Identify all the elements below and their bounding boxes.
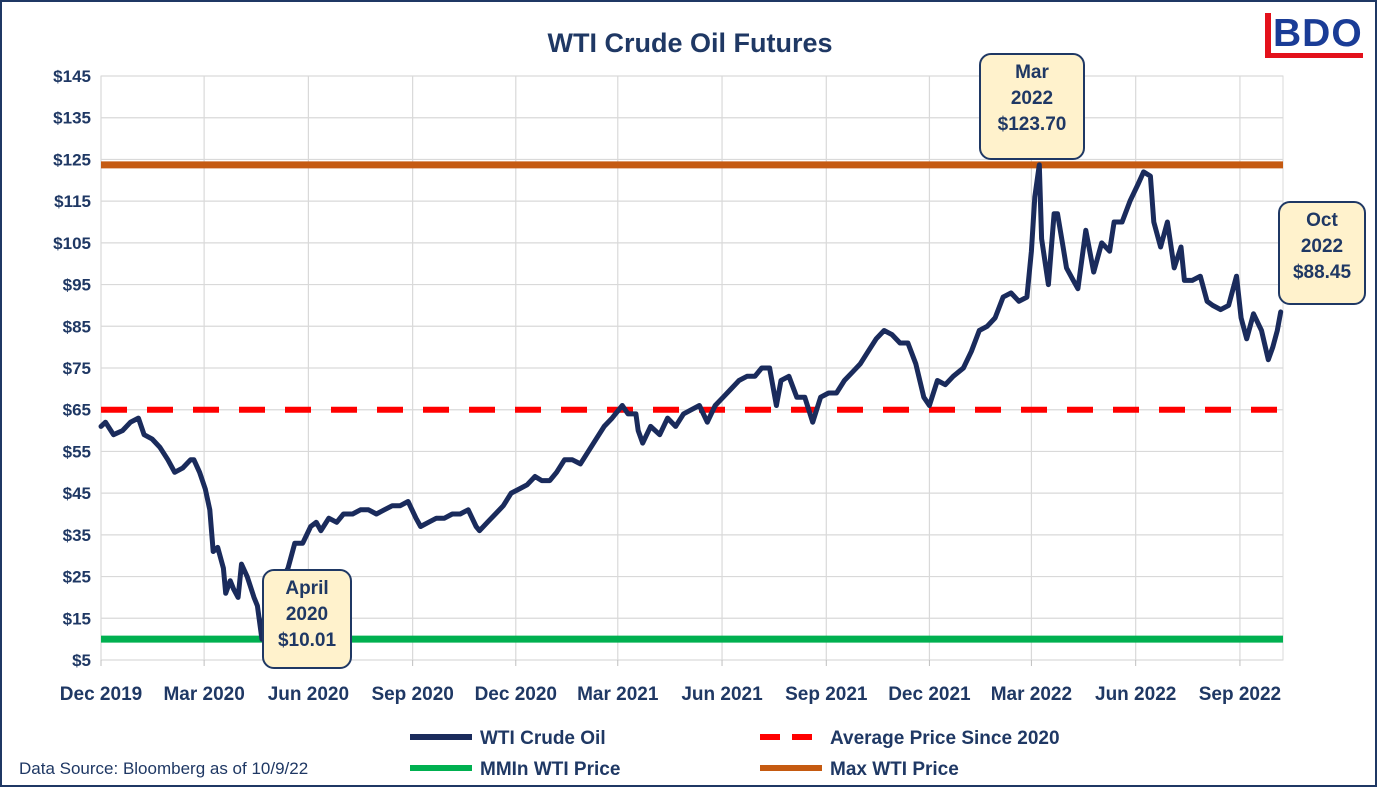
- y-tick-label: $15: [63, 609, 91, 628]
- x-tick-label: Dec 2020: [475, 684, 557, 705]
- y-tick-label: $35: [63, 526, 91, 545]
- x-tick-label: Jun 2020: [268, 684, 349, 705]
- callout-line: $88.45: [1292, 262, 1352, 283]
- callout-line: Mar: [1015, 62, 1049, 83]
- legend-item: WTI Crude Oil: [410, 728, 606, 749]
- callout-april-2020: April 2020 $10.01: [262, 569, 352, 669]
- y-tick-label: $55: [63, 442, 91, 461]
- x-tick-label: Mar 2022: [991, 684, 1072, 705]
- legend-label: MMIn WTI Price: [480, 759, 620, 780]
- callout-line: 2022: [1300, 236, 1344, 257]
- legend: WTI Crude Oil Average Price Since 2020 MMI…: [410, 728, 1060, 780]
- legend-item: MMIn WTI Price: [410, 759, 620, 780]
- x-tick-label: Mar 2021: [577, 684, 659, 705]
- callout-mar-2022: Mar 2022 $123.70: [979, 53, 1085, 160]
- x-tick-label: Dec 2019: [60, 684, 142, 705]
- callout-line: 2020: [285, 604, 329, 625]
- callout-oct-2022: Oct 2022 $88.45: [1278, 201, 1366, 305]
- callout-line: $123.70: [997, 114, 1067, 135]
- data-source-note: Data Source: Bloomberg as of 10/9/22: [19, 759, 309, 778]
- y-tick-label: $45: [63, 484, 91, 503]
- y-tick-label: $115: [54, 192, 91, 211]
- axis-labels: $5 $15 $25 $35 $45 $55 $65 $75 $85 $95 $105 $115 $12…: [53, 67, 1281, 705]
- y-tick-label: $5: [72, 651, 91, 670]
- x-tick-label: Sep 2020: [371, 684, 453, 705]
- callout-line: April: [285, 578, 329, 599]
- logo-bar: [1265, 13, 1271, 53]
- y-tick-label: $65: [63, 401, 91, 420]
- legend-item: Average Price Since 2020: [760, 728, 1060, 749]
- x-tick-label: Jun 2021: [681, 684, 763, 705]
- y-tick-label: $85: [63, 317, 91, 336]
- y-tick-label: $25: [63, 568, 91, 587]
- callout-line: Oct: [1306, 210, 1338, 231]
- y-tick-label: $135: [53, 109, 91, 128]
- x-tick-label: Jun 2022: [1095, 684, 1176, 705]
- y-tick-label: $145: [53, 67, 91, 86]
- chart-grid: [100, 75, 1284, 666]
- x-tick-label: Dec 2021: [888, 684, 971, 705]
- legend-label: WTI Crude Oil: [480, 728, 606, 749]
- y-tick-label: $75: [63, 359, 91, 378]
- logo-underline: [1265, 53, 1363, 58]
- callout-line: 2022: [1010, 88, 1054, 109]
- x-tick-label: Sep 2021: [785, 684, 868, 705]
- wti-price-line: [98, 162, 1284, 642]
- logo-text: BDO: [1273, 12, 1363, 55]
- series-layer: [98, 162, 1284, 642]
- chart-title: WTI Crude Oil Futures: [547, 28, 832, 58]
- legend-label: Max WTI Price: [830, 759, 959, 780]
- y-tick-label: $105: [53, 234, 91, 253]
- legend-label: Average Price Since 2020: [830, 728, 1060, 749]
- x-tick-label: Sep 2022: [1199, 684, 1281, 705]
- legend-item: Max WTI Price: [760, 759, 959, 780]
- callout-line: $10.01: [277, 630, 337, 651]
- y-tick-label: $95: [63, 276, 91, 295]
- x-tick-label: Mar 2020: [163, 684, 244, 705]
- y-tick-label: $125: [53, 150, 91, 169]
